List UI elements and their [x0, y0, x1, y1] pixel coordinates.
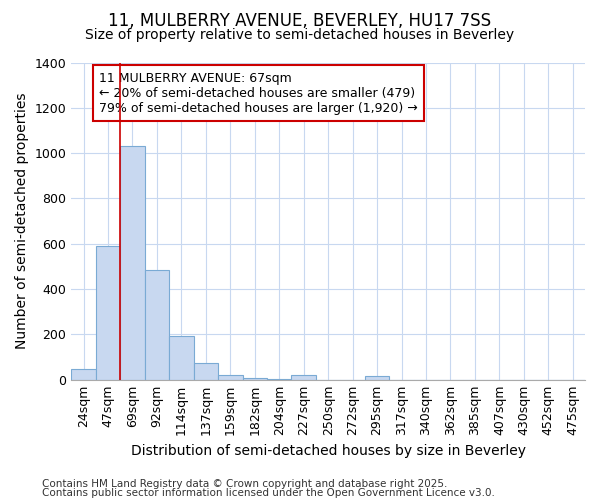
Bar: [71, 369, 96, 380]
Bar: [96, 246, 120, 380]
Bar: [267, 378, 292, 380]
Text: 11 MULBERRY AVENUE: 67sqm
← 20% of semi-detached houses are smaller (479)
79% of: 11 MULBERRY AVENUE: 67sqm ← 20% of semi-…: [100, 72, 418, 114]
Text: Contains HM Land Registry data © Crown copyright and database right 2025.: Contains HM Land Registry data © Crown c…: [42, 479, 448, 489]
Text: Size of property relative to semi-detached houses in Beverley: Size of property relative to semi-detach…: [85, 28, 515, 42]
Bar: [242, 378, 267, 380]
X-axis label: Distribution of semi-detached houses by size in Beverley: Distribution of semi-detached houses by …: [131, 444, 526, 458]
Bar: [145, 270, 169, 380]
Bar: [218, 376, 242, 380]
Bar: [120, 146, 145, 380]
Bar: [194, 364, 218, 380]
Y-axis label: Number of semi-detached properties: Number of semi-detached properties: [15, 93, 29, 349]
Text: Contains public sector information licensed under the Open Government Licence v3: Contains public sector information licen…: [42, 488, 495, 498]
Text: 11, MULBERRY AVENUE, BEVERLEY, HU17 7SS: 11, MULBERRY AVENUE, BEVERLEY, HU17 7SS: [109, 12, 491, 30]
Bar: [292, 376, 316, 380]
Bar: [365, 376, 389, 380]
Bar: [169, 336, 194, 380]
